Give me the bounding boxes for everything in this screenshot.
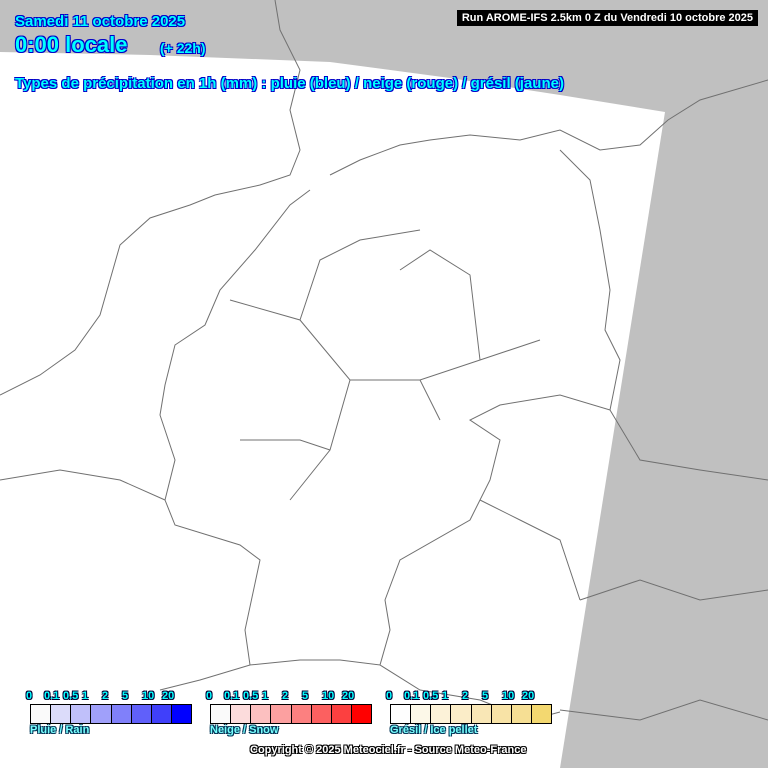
legend-tick: 0 (26, 690, 33, 702)
legend-swatch (151, 705, 172, 723)
legend-tick: 1 (442, 690, 449, 702)
legend-swatch (251, 705, 272, 723)
legend-swatch (431, 705, 452, 723)
legend-swatch (491, 705, 512, 723)
legend-swatch (271, 705, 292, 723)
legend-swatch (291, 705, 312, 723)
legend-tick: 10 (142, 690, 155, 702)
copyright: Copyright © 2025 Meteociel.fr - Source M… (250, 744, 527, 756)
run-label: Run AROME-IFS 2.5km 0 Z du Vendredi 10 o… (456, 10, 758, 26)
legend-tick: 20 (162, 690, 175, 702)
legend-swatch (131, 705, 152, 723)
legend-ticks: 0 0.1 0.5 1 2 5 10 20 (206, 690, 372, 704)
legend-tick: 10 (502, 690, 515, 702)
legend-swatch (391, 705, 412, 723)
legend-swatch (451, 705, 472, 723)
legend-ice-pellet: 0 0.1 0.5 1 2 5 10 20 Grésil / Ice pellet (386, 690, 552, 736)
legend-tick: 5 (122, 690, 129, 702)
coastline (0, 0, 301, 396)
legend-tick: 0.1 (224, 690, 240, 702)
legend-swatch (231, 705, 252, 723)
forecast-date: Samedi 11 octobre 2025 (15, 13, 186, 30)
legend-swatch (311, 705, 332, 723)
lead-time: (+ 22h) (160, 40, 206, 56)
legend-ticks: 0 0.1 0.5 1 2 5 10 20 (386, 690, 552, 704)
legend-ticks: 0 0.1 0.5 1 2 5 10 20 (26, 690, 192, 704)
legend-name: Grésil / Ice pellet (390, 724, 478, 736)
legend-tick: 0 (386, 690, 393, 702)
legend-tick: 0.1 (44, 690, 60, 702)
legend-name: Neige / Snow (210, 724, 279, 736)
legend-swatch (471, 705, 492, 723)
legend-tick: 20 (342, 690, 355, 702)
map-subtitle: Types de précipitation en 1h (mm) : plui… (15, 75, 564, 92)
legend-tick: 5 (302, 690, 309, 702)
legend-color-bar (210, 704, 372, 724)
legend-name: Pluie / Rain (30, 724, 90, 736)
legend-tick: 2 (462, 690, 469, 702)
legend-color-bar (30, 704, 192, 724)
legend-tick: 0.5 (63, 690, 79, 702)
legend-tick: 5 (482, 690, 489, 702)
legend-swatch (71, 705, 92, 723)
legend-swatch (211, 705, 232, 723)
legend-tick: 0 (206, 690, 213, 702)
legend-tick: 0.1 (404, 690, 420, 702)
legend-tick: 2 (102, 690, 109, 702)
legend-swatch (351, 705, 371, 723)
borders (0, 0, 768, 721)
germany-border (159, 149, 621, 666)
legend-rain: 0 0.1 0.5 1 2 5 10 20 Pluie / Rain (26, 690, 192, 736)
legend-tick: 20 (522, 690, 535, 702)
legend-swatch (411, 705, 432, 723)
legend-tick: 1 (82, 690, 89, 702)
legend-swatch (511, 705, 532, 723)
legend-tick: 2 (282, 690, 289, 702)
east-borders (479, 409, 768, 721)
legend-tick: 10 (322, 690, 335, 702)
legend-tick: 0.5 (423, 690, 439, 702)
legend-tick: 1 (262, 690, 269, 702)
coastline-baltic (329, 79, 768, 176)
state-borders (229, 229, 541, 501)
legend-swatch (171, 705, 191, 723)
forecast-time: 0:00 locale (15, 32, 128, 57)
legend-swatch (91, 705, 112, 723)
legend-swatch (331, 705, 352, 723)
legend-tick: 0.5 (243, 690, 259, 702)
legend-swatch (111, 705, 132, 723)
legend-swatch (531, 705, 551, 723)
model-domain (0, 52, 665, 768)
legend-color-bar (390, 704, 552, 724)
legend-snow: 0 0.1 0.5 1 2 5 10 20 Neige / Snow (206, 690, 372, 736)
legend-swatch (31, 705, 52, 723)
legend-swatch (51, 705, 72, 723)
